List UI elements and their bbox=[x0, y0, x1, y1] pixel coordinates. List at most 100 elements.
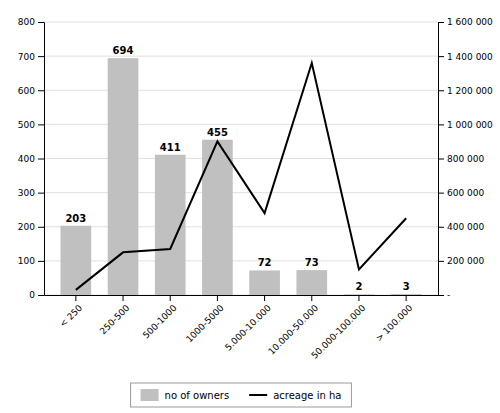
tick-label: 200 000 bbox=[447, 256, 484, 266]
tick: 0 bbox=[29, 290, 44, 300]
bar bbox=[344, 294, 375, 295]
grid-line bbox=[44, 124, 438, 125]
tick-mark bbox=[438, 227, 444, 228]
tick-mark bbox=[75, 295, 76, 301]
tick-label: 800 bbox=[18, 17, 35, 27]
tick-label: 1 400 000 bbox=[447, 52, 493, 62]
y-axis: 0 100 200 300 400 500 600 700 800 bbox=[18, 17, 45, 300]
tick-mark bbox=[38, 295, 44, 296]
tick-label: < 250 bbox=[58, 303, 85, 330]
tick-mark bbox=[217, 295, 218, 301]
tick-mark bbox=[38, 159, 44, 160]
bar bbox=[249, 270, 280, 295]
tick: 600 bbox=[18, 86, 44, 96]
bar bbox=[202, 140, 233, 295]
tick-mark bbox=[123, 295, 124, 301]
tick-mark bbox=[264, 295, 265, 301]
tick-label: 1 600 000 bbox=[447, 17, 493, 27]
legend-frame bbox=[131, 383, 352, 407]
grid-line bbox=[44, 295, 438, 296]
tick-label: 800 000 bbox=[447, 154, 484, 164]
tick-label: 400 bbox=[18, 154, 35, 164]
data-label: 73 bbox=[305, 257, 319, 268]
grid-line bbox=[44, 158, 438, 159]
tick-mark bbox=[438, 22, 444, 23]
data-label: 3 bbox=[403, 281, 410, 292]
data-labels: 203 694 411 455 72 73 2 3 bbox=[65, 45, 409, 292]
tick-label: 700 bbox=[18, 52, 35, 62]
tick: 5.000-10.000 bbox=[223, 295, 273, 353]
tick: 50.000-100.000 bbox=[309, 295, 367, 361]
y2-axis: -200 000400 000600 000800 0001 000 0001 … bbox=[438, 17, 493, 300]
plot: 203694411455727323< 250250-500500-100010… bbox=[18, 17, 493, 360]
bar bbox=[108, 58, 139, 295]
tick: 600 000 bbox=[438, 188, 484, 198]
legend-label: no of owners bbox=[165, 390, 230, 401]
tick: 200 bbox=[18, 222, 44, 232]
tick: > 100.000 bbox=[374, 295, 415, 343]
tick: 700 bbox=[18, 52, 44, 62]
tick: 100 bbox=[18, 256, 44, 266]
tick-mark bbox=[38, 193, 44, 194]
tick: 800 bbox=[18, 17, 44, 27]
tick-label: 400 000 bbox=[447, 222, 484, 232]
tick-mark bbox=[38, 56, 44, 57]
tick: 1 200 000 bbox=[438, 86, 493, 96]
tick: 10.000-50.000 bbox=[266, 295, 320, 357]
bar bbox=[61, 226, 92, 295]
marks bbox=[61, 58, 422, 295]
tick-mark bbox=[358, 295, 359, 301]
tick-label: 600 000 bbox=[447, 188, 484, 198]
tick-mark bbox=[438, 56, 444, 57]
tick-label: 300 bbox=[18, 188, 35, 198]
tick: 800 000 bbox=[438, 154, 484, 164]
legend-item: acreage in ha bbox=[249, 390, 341, 401]
tick-label: 600 bbox=[18, 86, 35, 96]
legend-label: acreage in ha bbox=[273, 390, 341, 401]
data-label: 411 bbox=[160, 142, 181, 153]
data-label: 455 bbox=[207, 127, 228, 138]
tick: 1000-5000 bbox=[184, 295, 226, 344]
tick: 250-500 bbox=[98, 295, 132, 336]
grid-line bbox=[44, 260, 438, 261]
tick-label: 1 200 000 bbox=[447, 86, 493, 96]
tick-mark bbox=[38, 22, 44, 23]
tick-mark bbox=[438, 90, 444, 91]
tick: 1 000 000 bbox=[438, 120, 493, 130]
grid-line bbox=[44, 192, 438, 193]
tick-label: 10.000-50.000 bbox=[266, 303, 320, 357]
tick-mark bbox=[38, 227, 44, 228]
tick-mark bbox=[311, 295, 312, 301]
data-label: 72 bbox=[258, 257, 272, 268]
bar bbox=[391, 294, 422, 295]
tick-mark bbox=[38, 90, 44, 91]
tick-mark bbox=[406, 295, 407, 301]
tick: 300 bbox=[18, 188, 44, 198]
tick-label: 250-500 bbox=[98, 303, 132, 337]
grid-line bbox=[44, 226, 438, 227]
data-label: 2 bbox=[355, 281, 362, 292]
data-label: 694 bbox=[113, 45, 134, 56]
axis-line bbox=[439, 23, 445, 296]
bar bbox=[296, 270, 327, 295]
axis-line bbox=[38, 23, 45, 296]
legend: no of owners acreage in ha bbox=[131, 383, 352, 407]
tick: 1 600 000 bbox=[438, 17, 493, 27]
grid-line bbox=[44, 56, 438, 57]
tick-label: 50.000-100.000 bbox=[309, 303, 367, 361]
axis-line bbox=[45, 295, 439, 296]
tick-label: 100 bbox=[18, 256, 35, 266]
grid bbox=[44, 22, 438, 295]
line bbox=[76, 63, 406, 290]
tick-label: 500-1000 bbox=[141, 303, 179, 341]
tick-label: 500 bbox=[18, 120, 35, 130]
tick: 400 000 bbox=[438, 222, 484, 232]
tick-label: 1 000 000 bbox=[447, 120, 493, 130]
tick-mark bbox=[438, 261, 444, 262]
tick: 200 000 bbox=[438, 256, 484, 266]
data-label: 203 bbox=[65, 213, 86, 224]
tick-mark bbox=[38, 124, 44, 125]
tick-label: > 100.000 bbox=[374, 303, 415, 344]
tick: < 250 bbox=[58, 295, 85, 329]
tick: 400 bbox=[18, 154, 44, 164]
